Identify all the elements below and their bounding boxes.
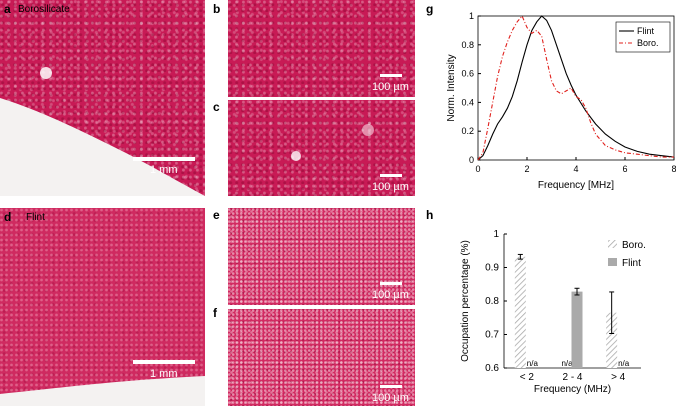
micrograph-a: a Borosilicate 1 mm xyxy=(0,0,205,196)
legend-swatch xyxy=(608,258,617,266)
glass-region xyxy=(0,67,205,196)
legend-label: Flint xyxy=(637,26,655,36)
micrograph-c: 100 µm xyxy=(228,100,415,196)
panel-letter-h: h xyxy=(426,208,434,222)
chart-h: 0.6 0.7 0.8 0.9 1 Occupation percentage (%) Fr… xyxy=(460,229,646,395)
panel-letter-b: b xyxy=(213,2,221,16)
x-tick-label: 4 xyxy=(573,164,578,174)
scale-bar-a xyxy=(133,157,195,161)
x-tick-label: 6 xyxy=(622,164,627,174)
scale-bar-d xyxy=(133,360,195,364)
bar-boro xyxy=(606,312,618,368)
y-tick-label: 0 xyxy=(469,155,474,165)
scale-bar-c xyxy=(380,174,402,177)
panel-letter-f: f xyxy=(213,306,217,320)
category-label: 2 - 4 xyxy=(562,372,582,383)
legend-label: Boro. xyxy=(637,38,659,48)
panel-letter-a: a xyxy=(4,2,11,16)
scale-bar-b xyxy=(380,74,402,77)
series-line-flint xyxy=(477,15,675,161)
y-tick-label: 0.7 xyxy=(485,330,499,341)
panel-letter-c: c xyxy=(213,100,220,114)
micrograph-e: 100 µm xyxy=(228,208,415,305)
x-axis-label: Frequency [MHz] xyxy=(538,180,614,191)
na-label: n/a xyxy=(618,359,630,368)
y-tick-label: 1 xyxy=(469,11,474,21)
y-tick-label: 1 xyxy=(493,229,499,240)
legend-swatch xyxy=(608,240,617,248)
chart-g: 0 0.2 0.4 0.6 0.8 1 0 2 4 6 8 Frequency [MHz] Norm. … xyxy=(446,11,676,191)
category-label: < 2 xyxy=(520,372,535,383)
micrograph-b: 100 µm xyxy=(228,0,415,97)
x-tick-label: 2 xyxy=(524,164,529,174)
cell-cluster xyxy=(291,124,374,161)
legend-label: Flint xyxy=(622,258,641,269)
panel-a-label: Borosilicate xyxy=(18,4,70,15)
panel-d-label: Flint xyxy=(26,212,45,223)
scale-bar-e xyxy=(380,282,402,285)
panel-letter-d: d xyxy=(4,210,12,224)
legend-label: Boro. xyxy=(622,240,646,251)
y-tick-label: 0.4 xyxy=(461,97,474,107)
y-tick-label: 0.2 xyxy=(461,126,474,136)
panel-letter-e: e xyxy=(213,208,220,222)
panel-letter-g: g xyxy=(426,2,434,16)
y-tick-label: 0.6 xyxy=(461,69,474,79)
x-tick-label: 0 xyxy=(475,164,480,174)
legend-box xyxy=(615,21,671,53)
na-label: n/a xyxy=(527,359,539,368)
scale-label-d: 1 mm xyxy=(150,368,178,380)
y-axis-label: Occupation percentage (%) xyxy=(460,240,471,362)
micrograph-f: 100 µm xyxy=(228,309,415,406)
y-axis-label: Norm. Intensity xyxy=(446,54,457,121)
micrograph-d: d Flint 1 mm xyxy=(0,208,205,406)
category-label: > 4 xyxy=(611,372,626,383)
scale-label-f: 100 µm xyxy=(372,392,409,404)
y-tick-label: 0.9 xyxy=(485,263,499,274)
scale-label-c: 100 µm xyxy=(372,181,409,193)
x-axis-label: Frequency (MHz) xyxy=(534,384,611,395)
scale-label-e: 100 µm xyxy=(372,289,409,301)
bar-flint xyxy=(571,291,583,368)
y-tick-label: 0.6 xyxy=(485,363,499,374)
series-line-boro xyxy=(477,14,674,161)
scale-label-a: 1 mm xyxy=(150,164,178,176)
glass-edge xyxy=(0,376,205,406)
x-tick-label: 8 xyxy=(671,164,676,174)
bar-boro xyxy=(514,256,526,368)
scale-label-b: 100 µm xyxy=(372,81,409,93)
y-tick-label: 0.8 xyxy=(485,296,499,307)
scale-bar-f xyxy=(380,385,402,388)
na-label: n/a xyxy=(561,359,573,368)
y-tick-label: 0.8 xyxy=(461,40,474,50)
